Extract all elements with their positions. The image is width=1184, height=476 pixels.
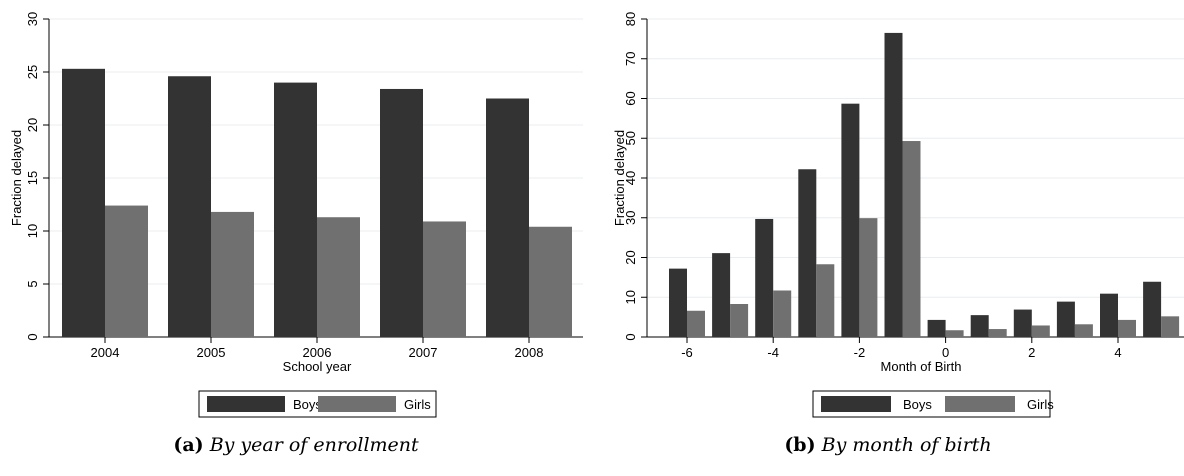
a-bar-boys-4 xyxy=(486,98,529,337)
a-bar-girls-2 xyxy=(317,217,360,337)
a-bar-boys-1 xyxy=(168,76,211,338)
b-legend-swatch-boys xyxy=(821,396,891,412)
a-x-tick-label-0: 2004 xyxy=(91,345,120,360)
b-bar-girls-5 xyxy=(902,141,921,337)
a-y-tick-label-1: 5 xyxy=(25,280,40,287)
a-legend-swatch-boys xyxy=(207,396,285,412)
a-legend-label-boys: Boys xyxy=(293,397,322,412)
b-legend-swatch-girls xyxy=(945,396,1015,412)
b-y-tick-label-5: 50 xyxy=(623,131,638,145)
chart-panel-b: 0 10 20 30 40 50 60 70 80 Fraction delayed -6 -4 -2 0… xyxy=(592,0,1184,476)
b-x-tick-label-0: -6 xyxy=(681,345,693,360)
b-bar-girls-8 xyxy=(1031,325,1050,337)
caption-a-label: (a) xyxy=(173,434,204,456)
chart-b: 0 10 20 30 40 50 60 70 80 Fraction delayed -6 -4 -2 0… xyxy=(612,12,1184,418)
a-y-tick-label-6: 30 xyxy=(25,12,40,26)
a-x-tick-label-2: 2006 xyxy=(303,345,332,360)
a-legend-swatch-girls xyxy=(318,396,396,412)
b-y-axis-title: Fraction delayed xyxy=(612,130,627,226)
b-bar-boys-9 xyxy=(1056,301,1075,337)
a-bar-girls-4 xyxy=(529,226,572,337)
a-bar-girls-3 xyxy=(423,221,466,337)
b-legend-label-boys: Boys xyxy=(903,397,932,412)
b-y-tick-label-6: 60 xyxy=(623,91,638,105)
a-bar-boys-3 xyxy=(380,88,423,338)
b-bar-boys-5 xyxy=(884,32,903,337)
caption-b-title: By month of birth xyxy=(821,434,992,456)
a-y-tick-label-2: 10 xyxy=(25,224,40,238)
chart-panel-a: 0 5 10 15 20 25 30 Fraction delayed 2004 2005 2006… xyxy=(0,12,592,456)
a-x-tick-label-3: 2007 xyxy=(409,345,438,360)
b-bar-girls-7 xyxy=(988,329,1007,337)
a-y-tick-label-5: 25 xyxy=(25,65,40,79)
b-bar-boys-2 xyxy=(755,218,774,337)
a-bar-girls-1 xyxy=(211,211,254,337)
b-bar-boys-6 xyxy=(927,319,946,337)
a-x-tick-label-1: 2005 xyxy=(197,345,226,360)
caption-a-title: By year of enrollment xyxy=(209,434,419,456)
a-y-tick-label-3: 15 xyxy=(25,171,40,185)
b-bar-girls-9 xyxy=(1074,324,1093,337)
b-bar-boys-1 xyxy=(712,253,731,337)
b-bar-boys-7 xyxy=(970,315,989,337)
b-bar-boys-0 xyxy=(669,268,687,337)
b-x-tick-label-1: -4 xyxy=(767,345,779,360)
b-bar-girls-2 xyxy=(773,290,792,337)
caption-b-label: (b) xyxy=(784,434,816,456)
b-bar-girls-0 xyxy=(687,310,705,337)
b-bar-boys-11 xyxy=(1143,281,1162,337)
b-bar-boys-8 xyxy=(1013,309,1032,337)
a-bar-girls-0 xyxy=(105,205,148,337)
a-legend-label-girls: Girls xyxy=(404,397,431,412)
chart-a: 0 5 10 15 20 25 30 Fraction delayed 2004 2005 2006… xyxy=(9,12,583,418)
b-y-tick-label-7: 70 xyxy=(623,52,638,66)
b-bar-girls-11 xyxy=(1161,316,1180,337)
b-bar-girls-4 xyxy=(859,218,878,337)
a-y-tick-label-0: 0 xyxy=(25,333,40,340)
b-y-tick-label-2: 20 xyxy=(623,250,638,264)
b-x-tick-label-4: 2 xyxy=(1028,345,1035,360)
a-x-tick-label-4: 2008 xyxy=(515,345,544,360)
a-y-axis-title: Fraction delayed xyxy=(9,130,24,226)
b-bar-girls-3 xyxy=(816,264,835,337)
b-bar-boys-3 xyxy=(798,169,817,337)
b-x-tick-label-2: -2 xyxy=(854,345,866,360)
b-y-tick-label-1: 10 xyxy=(623,290,638,304)
b-bar-girls-1 xyxy=(730,304,749,337)
b-y-tick-label-0: 0 xyxy=(623,333,638,340)
b-y-tick-label-3: 30 xyxy=(623,211,638,225)
b-x-tick-label-3: 0 xyxy=(942,345,949,360)
b-y-tick-label-8: 80 xyxy=(623,12,638,26)
a-x-axis-title: School year xyxy=(283,359,352,374)
caption-a: (a) By year of enrollment xyxy=(0,434,592,456)
b-bar-boys-10 xyxy=(1100,293,1118,337)
b-y-tick-label-4: 40 xyxy=(623,171,638,185)
b-bar-girls-10 xyxy=(1118,319,1136,337)
b-x-tick-label-5: 4 xyxy=(1114,345,1121,360)
b-x-axis-title: Month of Birth xyxy=(881,359,962,374)
caption-b: (b) By month of birth xyxy=(592,434,1184,456)
b-bar-boys-4 xyxy=(841,103,860,337)
a-bar-boys-2 xyxy=(274,82,317,337)
a-y-tick-label-4: 20 xyxy=(25,118,40,132)
a-bar-boys-0 xyxy=(62,68,105,337)
b-bar-girls-6 xyxy=(945,330,964,337)
b-legend-label-girls: Girls xyxy=(1027,397,1054,412)
